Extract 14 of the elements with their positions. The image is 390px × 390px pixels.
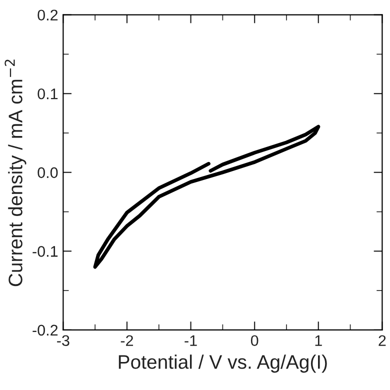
x-tick-label: 0 xyxy=(250,335,258,346)
y-tick-label: -0.1 xyxy=(32,246,58,257)
y-axis-title: Current density / mA cm$^{−2}$ xyxy=(4,60,26,286)
x-axis-title: Potential / V vs. Ag/Ag(I) xyxy=(118,354,327,373)
x-tick-label: -1 xyxy=(184,335,197,346)
y-tick-label: 0.1 xyxy=(38,88,58,100)
x-tick-label: -3 xyxy=(57,335,70,346)
x-tick-label: 2 xyxy=(378,335,386,346)
x-tick-label: 1 xyxy=(315,335,322,346)
y-tick-label: 0.0 xyxy=(38,167,58,178)
x-tick-label: -2 xyxy=(120,335,134,346)
y-tick-label: 0.2 xyxy=(38,10,58,21)
y-tick-label: -0.2 xyxy=(32,324,58,336)
line-series xyxy=(93,124,320,269)
